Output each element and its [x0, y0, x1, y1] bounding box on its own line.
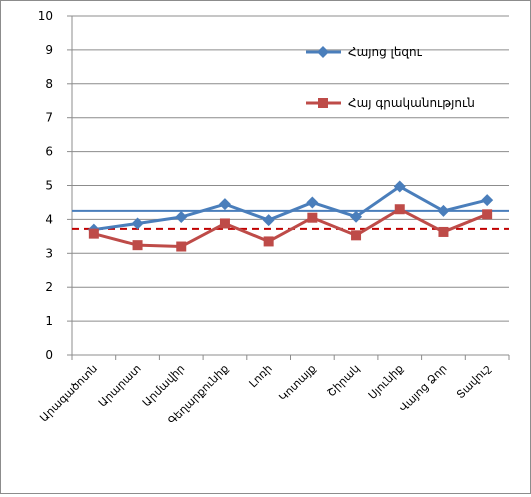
x-tick-label: Սյունիք — [366, 362, 406, 402]
x-tick-label: Շիրակ — [325, 362, 362, 399]
data-point — [437, 204, 450, 217]
x-tick-label: Վայոց Ձոր — [397, 362, 450, 415]
y-tick-label: 7 — [45, 111, 53, 125]
data-point — [131, 217, 144, 230]
legend-label: Հայոց լեզու — [348, 45, 423, 59]
data-point — [351, 230, 362, 241]
x-tick-label: Լոռի — [247, 362, 275, 390]
data-point — [482, 209, 493, 220]
data-point — [350, 210, 363, 223]
series-line — [93, 185, 488, 232]
data-point — [263, 236, 274, 247]
series-line — [93, 207, 488, 249]
data-point — [394, 204, 405, 215]
data-point — [219, 218, 230, 229]
legend-swatch-marker — [317, 46, 329, 58]
x-tick-label: Տավուշ — [454, 362, 493, 401]
legend: Հայոց լեզու Հայ գրականություն — [306, 45, 475, 110]
y-tick-label: 9 — [45, 43, 53, 57]
y-axis: 0 1 2 3 4 5 6 7 8 9 10 — [38, 9, 73, 362]
x-tick-label: Արարատ — [96, 362, 144, 410]
legend-label: Հայ գրականություն — [348, 96, 475, 110]
data-point — [393, 180, 406, 193]
y-tick-label: 5 — [45, 179, 53, 193]
gridlines — [72, 15, 509, 322]
series-group — [87, 180, 494, 252]
y-tick-label: 6 — [45, 145, 53, 159]
legend-swatch-marker — [318, 98, 328, 108]
data-point — [132, 240, 143, 251]
data-point — [88, 228, 99, 239]
y-tick-label: 8 — [45, 77, 53, 91]
data-point — [175, 211, 188, 224]
data-point — [262, 214, 275, 227]
y-tick-label: 1 — [45, 314, 53, 328]
data-point — [306, 196, 319, 209]
data-point — [481, 194, 494, 207]
data-point — [176, 241, 187, 252]
y-tick-label: 10 — [38, 9, 53, 23]
data-point — [307, 212, 318, 223]
y-tick-label: 2 — [45, 280, 53, 294]
y-tick-label: 3 — [45, 246, 53, 260]
y-tick-label: 4 — [45, 212, 53, 226]
y-tick-label: 0 — [45, 348, 53, 362]
data-point — [218, 198, 231, 211]
x-tick-label: Կոտայք — [276, 362, 318, 404]
x-tick-label: Արագածոտն — [37, 362, 100, 425]
data-point — [438, 226, 449, 237]
